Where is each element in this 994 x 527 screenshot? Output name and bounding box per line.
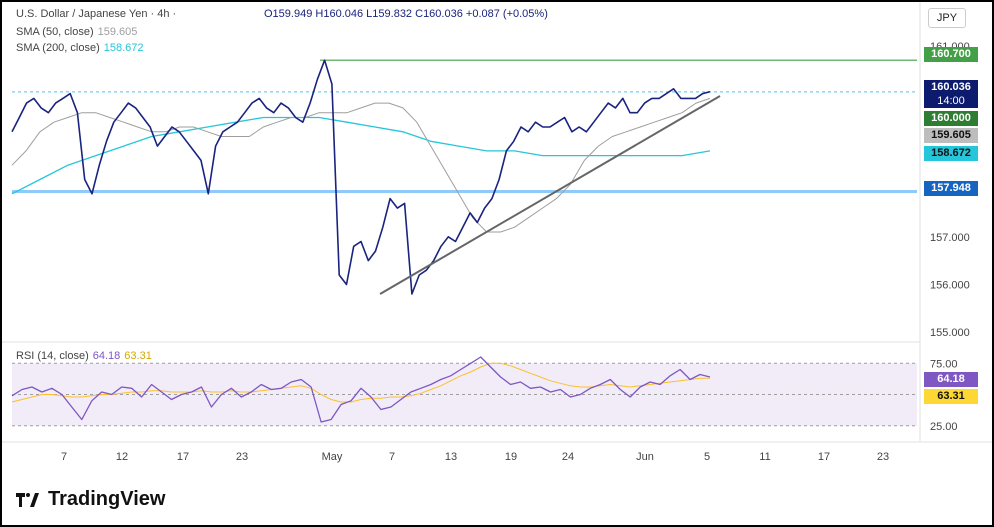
rsi-legend[interactable]: RSI (14, close) 64.18 63.31 (16, 350, 152, 362)
time-axis-tick: 24 (562, 451, 574, 463)
high-value: H160.046 (315, 8, 364, 20)
price-tag: 160.700 (924, 47, 978, 62)
price-line (11, 59, 711, 295)
sma50-line (11, 97, 711, 233)
time-axis-tick: 12 (116, 451, 128, 463)
sma50-legend[interactable]: SMA (50, close) 159.605 (16, 26, 137, 38)
time-axis-tick: 17 (177, 451, 189, 463)
trend-line (379, 95, 721, 295)
low-value: L159.832 (366, 8, 413, 20)
rsi-line (11, 356, 711, 423)
time-axis-tick: 5 (704, 451, 710, 463)
price-tag: 160.036 14:00 (924, 80, 978, 108)
time-axis-tick: 23 (877, 451, 889, 463)
change-value: +0.087 (+0.05%) (465, 8, 548, 20)
open-value: O159.949 (264, 8, 313, 20)
time-axis-tick: 23 (236, 451, 248, 463)
rsi-label: RSI (14, close) (16, 350, 89, 362)
price-axis-tick: 155.000 (930, 327, 970, 339)
rsi-value: 64.18 (92, 350, 121, 362)
sma50-value: 159.605 (97, 26, 138, 38)
price-axis-tick: 157.000 (930, 232, 970, 244)
ohlc-readout: O159.949 H160.046 L159.832 C160.036 +0.0… (264, 8, 548, 20)
currency-button[interactable]: JPY (928, 8, 966, 28)
time-axis-tick: May (322, 451, 343, 463)
rsi-tag: 63.31 (924, 389, 978, 404)
time-axis-tick: 11 (759, 451, 770, 463)
time-axis-tick: 19 (505, 451, 517, 463)
sma200-legend[interactable]: SMA (200, close) 158.672 (16, 42, 144, 54)
time-axis-tick: 13 (445, 451, 457, 463)
tradingview-icon (16, 492, 39, 507)
symbol-label: U.S. Dollar / Japanese Yen · 4h · (16, 8, 177, 20)
price-chart[interactable]: 161.000157.000156.000155.00075.0025.0071… (2, 2, 992, 472)
price-axis-tick: 156.000 (930, 280, 970, 292)
logo-text: TradingView (48, 488, 166, 510)
rsi-axis-tick: 25.00 (930, 421, 958, 433)
rsi-ma-value: 63.31 (124, 350, 152, 362)
time-axis-tick: 7 (61, 451, 67, 463)
tradingview-logo[interactable]: TradingView (16, 488, 165, 511)
symbol-title: U.S. Dollar / Japanese Yen · 4h · (16, 8, 176, 20)
sma200-line (11, 116, 711, 195)
sma200-label: SMA (200, close) (16, 42, 100, 54)
sma50-label: SMA (50, close) (16, 26, 94, 38)
sma200-value: 158.672 (103, 42, 144, 54)
time-axis-tick: 17 (818, 451, 830, 463)
rsi-axis-tick: 75.00 (930, 358, 958, 370)
price-tag: 159.605 (924, 128, 978, 143)
close-value: C160.036 (415, 8, 463, 20)
time-axis-tick: 7 (389, 451, 395, 463)
price-tag: 160.000 (924, 111, 978, 126)
rsi-tag: 64.18 (924, 372, 978, 387)
price-tag: 158.672 (924, 146, 978, 161)
price-tag: 157.948 (924, 181, 978, 196)
time-axis-tick: Jun (636, 451, 654, 463)
